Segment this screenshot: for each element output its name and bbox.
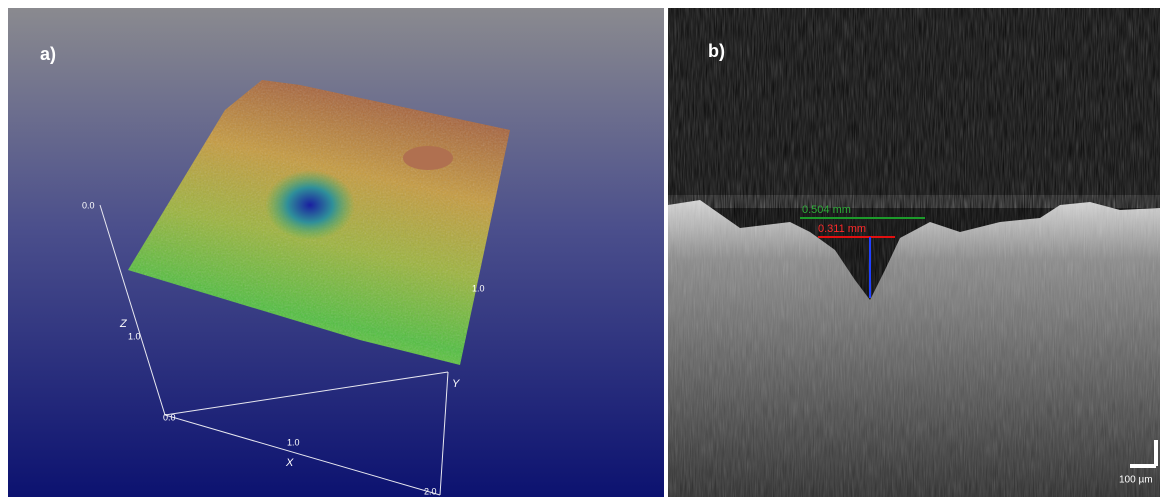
figure: a) 0.0 1.0 Z 0.0 1.0 X 1.0 Y 2.0 b) 0.50… [0, 0, 1160, 497]
pit [265, 170, 355, 240]
page: a) 0.0 1.0 Z 0.0 1.0 X 1.0 Y 2.0 b) 0.50… [0, 0, 1160, 497]
tissue-speckle [668, 195, 1160, 497]
axis-title: Y [452, 378, 460, 390]
panel-label: b) [708, 41, 725, 61]
tick-label: 1.0 [128, 331, 141, 341]
bump [403, 146, 453, 170]
scale-bar-label: 100 µm [1119, 475, 1153, 486]
panel-a: a) 0.0 1.0 Z 0.0 1.0 X 1.0 Y 2.0 [8, 8, 664, 497]
tick-label: 1.0 [472, 283, 485, 293]
tick-label: 1.0 [287, 437, 300, 447]
tick-label: 0.0 [82, 200, 95, 210]
axis-title: X [285, 457, 294, 469]
panel-label: a) [40, 44, 56, 64]
oct-noise [668, 8, 1160, 208]
axis-title: Z [119, 318, 128, 330]
panel-b: b) 0.504 mm 0.311 mm 100 µm [668, 8, 1160, 497]
tick-label: 2.0 [424, 486, 437, 496]
measurement-label: 0.504 mm [802, 204, 851, 216]
measurement-label: 0.311 mm [818, 223, 866, 235]
tick-label: 0.0 [163, 412, 176, 422]
